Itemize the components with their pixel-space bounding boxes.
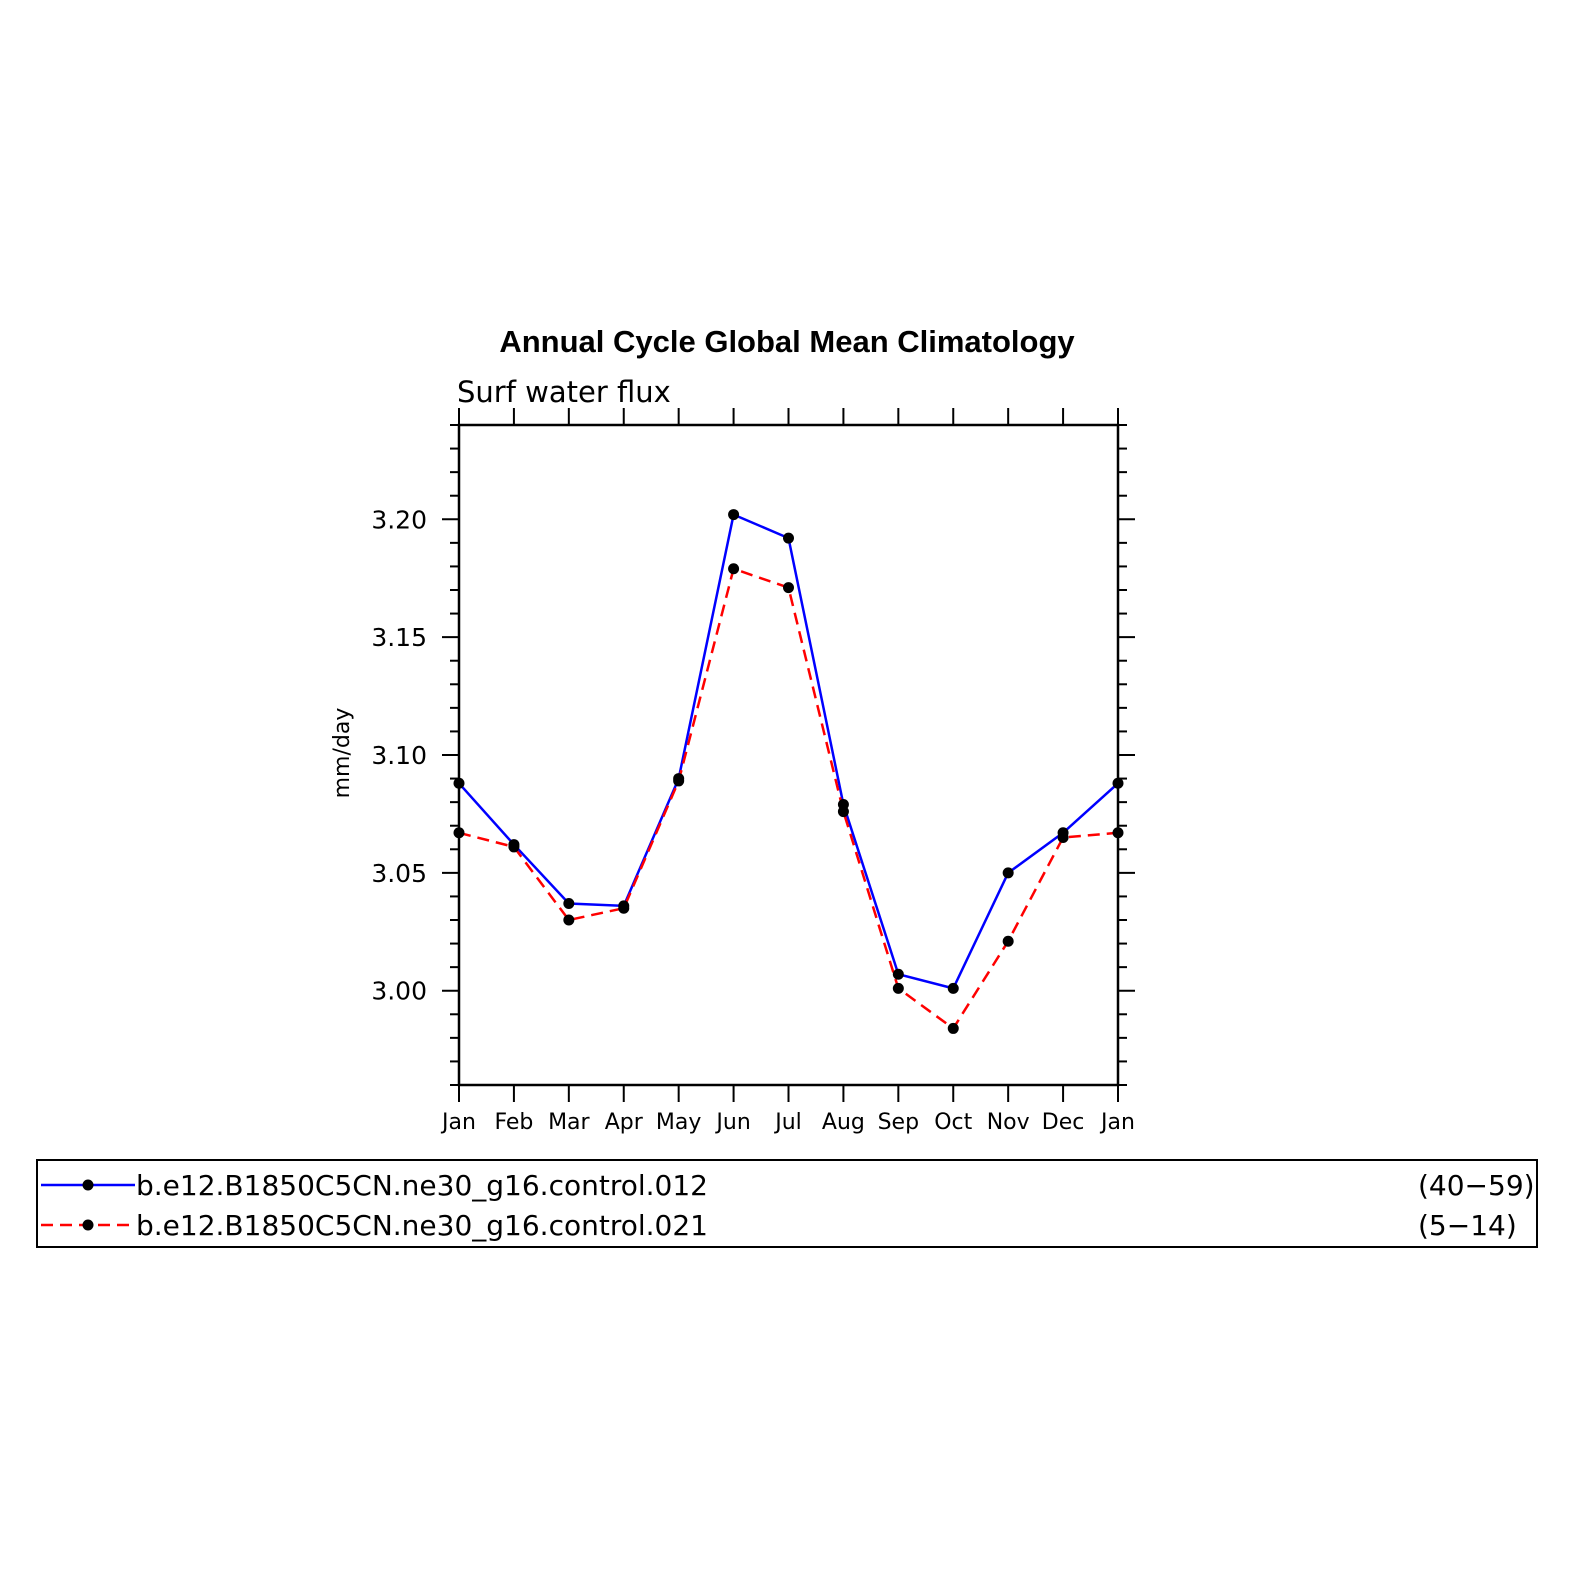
data-point-series-2	[1112, 827, 1124, 839]
x-tick-label: Jun	[714, 1110, 750, 1135]
data-point-series-1	[563, 898, 575, 909]
x-tick-label: Apr	[605, 1110, 644, 1135]
data-point-series-2	[892, 982, 904, 994]
data-point-series-2	[453, 827, 465, 839]
x-tick-label: Jan	[440, 1110, 476, 1135]
legend-label-2: b.e12.B1850C5CN.ne30_g16.control.021	[136, 1209, 708, 1242]
data-point-series-1	[1112, 777, 1124, 789]
legend-years-2: (5−14)	[1418, 1209, 1517, 1242]
data-point-series-2	[618, 902, 630, 914]
data-point-series-1	[1002, 867, 1014, 879]
x-tick-label: Jan	[1099, 1110, 1135, 1135]
data-point-series-2	[508, 841, 520, 853]
series-line-2	[458, 567, 1119, 1031]
plot-frame	[457, 423, 1120, 1087]
y-tick-label: 3.05	[371, 859, 427, 888]
x-tick-label: Aug	[822, 1110, 865, 1135]
data-point-series-2	[728, 563, 740, 575]
data-point-series-1	[947, 982, 959, 994]
data-point-series-2	[837, 806, 849, 818]
x-tick-label: Mar	[548, 1110, 590, 1135]
legend-marker-2	[82, 1219, 94, 1231]
data-point-series-2	[947, 1022, 959, 1034]
y-tick-label: 3.00	[371, 977, 427, 1006]
data-point-series-2	[783, 582, 794, 594]
chart-subtitle: Surf water flux	[457, 375, 671, 409]
data-point-series-1	[892, 968, 904, 980]
x-tick-label: Sep	[878, 1110, 919, 1135]
x-tick-label: Dec	[1042, 1110, 1085, 1135]
data-point-series-2	[1002, 935, 1014, 947]
legend: b.e12.B1850C5CN.ne30_g16.control.012 (40−…	[41, 1169, 1535, 1242]
data-point-series-2	[673, 775, 685, 787]
legend-years-1: (40−59)	[1418, 1169, 1535, 1202]
y-tick-label: 3.20	[371, 505, 427, 534]
chart-title: Annual Cycle Global Mean Climatology	[499, 324, 1075, 359]
y-tick-label: 3.10	[371, 741, 427, 770]
x-tick-label: Feb	[494, 1110, 533, 1135]
x-tick-label: May	[656, 1110, 701, 1135]
x-tick-label: Oct	[934, 1110, 972, 1135]
data-point-series-2	[1057, 832, 1069, 843]
legend-label-1: b.e12.B1850C5CN.ne30_g16.control.012	[136, 1169, 708, 1202]
x-tick-label: Nov	[987, 1110, 1030, 1135]
y-tick-label: 3.15	[371, 623, 427, 652]
x-tick-label: Jul	[773, 1110, 802, 1135]
data-point-series-2	[563, 914, 575, 926]
y-axis-label: mm/day	[330, 708, 355, 799]
data-point-series-1	[728, 509, 740, 521]
plot-area: 3.00 3.05 3.10 3.15 3.20 Jan Feb Mar Apr May Jun Ju…	[371, 408, 1135, 1135]
legend-marker-1	[82, 1179, 94, 1191]
data-point-series-1	[453, 777, 465, 789]
legend-box	[36, 1159, 1538, 1248]
data-point-series-1	[783, 532, 794, 544]
